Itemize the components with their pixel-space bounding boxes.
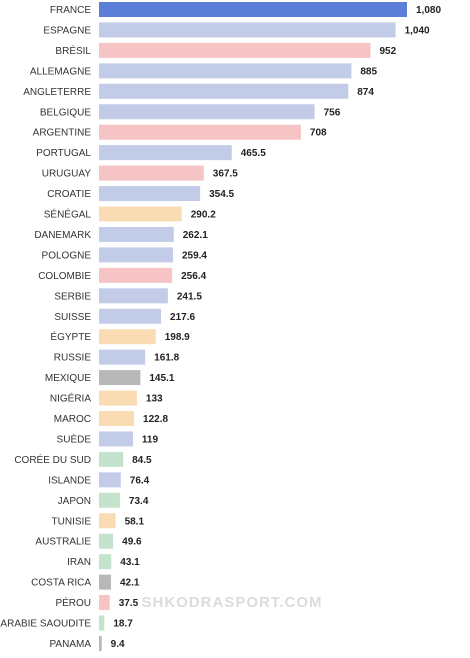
value-label: 262.1 — [183, 230, 208, 241]
category-label: MEXIQUE — [45, 373, 91, 384]
value-label: 367.5 — [213, 169, 238, 180]
bar — [99, 533, 114, 549]
category-label: AUSTRALIE — [35, 537, 91, 548]
value-label: 119 — [142, 434, 159, 445]
bar — [99, 370, 141, 386]
bar — [99, 390, 137, 406]
value-label: 198.9 — [165, 332, 190, 343]
value-label: 874 — [357, 87, 374, 98]
bar — [99, 226, 174, 242]
category-label: CORÉE DU SUD — [14, 453, 91, 466]
bar — [99, 124, 301, 140]
bar — [99, 349, 146, 365]
value-label: 84.5 — [132, 455, 152, 466]
bar — [99, 22, 396, 38]
category-label: BRÉSIL — [55, 44, 91, 57]
bars-layer: FRANCE 1,080 ESPAGNE 1,040 BRÉSIL 952 ALLEMAGN… — [0, 2, 441, 651]
bar — [99, 165, 204, 181]
bar — [99, 186, 201, 202]
bar — [99, 288, 168, 304]
category-label: RUSSIE — [54, 353, 92, 364]
value-label: 256.4 — [181, 271, 206, 282]
value-label: 58.1 — [125, 516, 145, 527]
category-label: IRAN — [67, 557, 91, 568]
bar — [99, 2, 407, 17]
bar — [99, 267, 173, 283]
value-label: 241.5 — [177, 291, 202, 302]
bar — [99, 247, 173, 263]
category-label: ESPAGNE — [43, 25, 91, 36]
category-label: JAPON — [58, 496, 91, 507]
bar — [99, 42, 371, 58]
bar — [99, 83, 349, 99]
category-label: PÉROU — [55, 596, 91, 609]
category-label: SUÈDE — [57, 432, 92, 445]
category-label: CROATIE — [47, 189, 91, 200]
value-label: 18.7 — [113, 619, 133, 630]
bar — [99, 329, 156, 345]
value-label: 73.4 — [129, 496, 149, 507]
category-label: PORTUGAL — [36, 148, 91, 159]
category-label: NIGÉRIA — [50, 392, 91, 405]
watermark: SHKODRASPORT.COM — [141, 594, 322, 611]
value-label: 37.5 — [119, 598, 139, 609]
category-label: ANGLETERRE — [23, 87, 91, 98]
category-label: SÉNÉGAL — [44, 208, 92, 221]
value-label: 145.1 — [149, 373, 174, 384]
value-label: 161.8 — [154, 353, 179, 364]
category-label: COLOMBIE — [38, 271, 91, 282]
value-label: 76.4 — [130, 475, 150, 486]
category-label: ARABIE SAOUDITE — [0, 619, 91, 630]
category-label: SUISSE — [54, 312, 91, 323]
category-label: MAROC — [54, 414, 91, 425]
category-label: ALLEMAGNE — [30, 66, 91, 77]
category-label: BELGIQUE — [40, 107, 91, 118]
category-label: ÉGYPTE — [50, 330, 91, 343]
bar — [99, 574, 112, 590]
category-label: PANAMA — [50, 639, 92, 650]
value-label: 217.6 — [170, 312, 195, 323]
category-label: FRANCE — [50, 5, 91, 16]
value-label: 354.5 — [209, 189, 234, 200]
bar — [99, 431, 133, 447]
value-label: 1,040 — [405, 25, 430, 36]
bar — [99, 615, 105, 631]
bar — [99, 63, 352, 79]
bar — [99, 472, 121, 488]
value-label: 952 — [379, 46, 396, 57]
bar — [99, 513, 116, 529]
category-label: ARGENTINE — [33, 128, 92, 139]
bar — [99, 635, 102, 651]
bar — [99, 554, 112, 570]
value-label: 42.1 — [120, 578, 140, 589]
bar — [99, 451, 124, 467]
bar — [99, 104, 315, 120]
value-label: 133 — [146, 394, 163, 405]
category-label: COSTA RICA — [31, 578, 91, 589]
value-label: 9.4 — [111, 639, 125, 650]
category-label: POLOGNE — [42, 250, 92, 261]
bar — [99, 411, 135, 426]
category-label: ISLANDE — [48, 475, 91, 486]
category-label: SERBIE — [54, 291, 91, 302]
value-label: 708 — [310, 128, 327, 139]
bar — [99, 145, 232, 161]
value-label: 756 — [324, 107, 341, 118]
value-label: 465.5 — [241, 148, 266, 159]
value-label: 49.6 — [122, 537, 142, 548]
value-label: 885 — [360, 66, 377, 77]
value-label: 122.8 — [143, 414, 168, 425]
value-label: 1,080 — [416, 5, 441, 16]
value-label: 290.2 — [191, 210, 216, 221]
bar — [99, 308, 162, 324]
value-label: 259.4 — [182, 250, 207, 261]
bar — [99, 206, 182, 222]
bar — [99, 595, 110, 611]
category-label: URUGUAY — [42, 169, 92, 180]
category-label: DANEMARK — [34, 230, 91, 241]
value-label: 43.1 — [120, 557, 140, 568]
category-label: TUNISIE — [52, 516, 92, 527]
bar — [99, 492, 120, 508]
